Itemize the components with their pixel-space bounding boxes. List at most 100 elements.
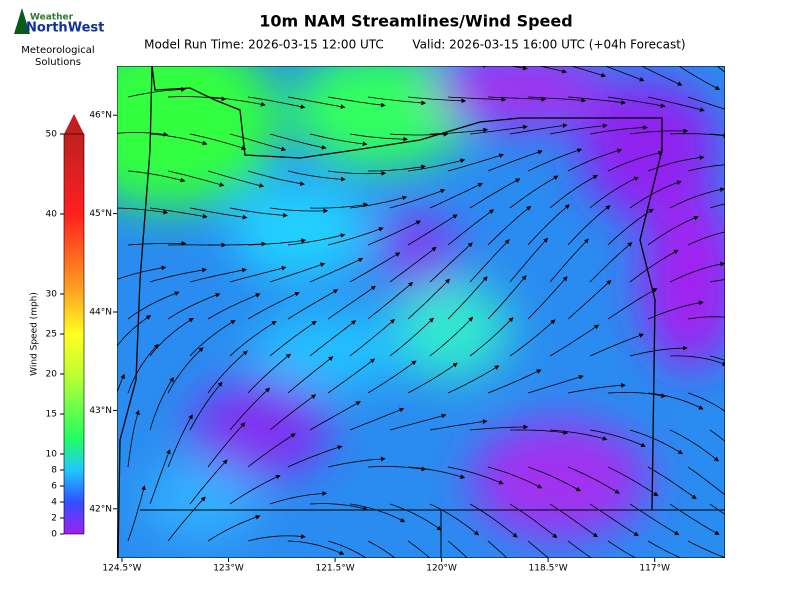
streamline — [447, 540, 468, 558]
streamline — [629, 249, 679, 283]
streamline — [149, 207, 208, 219]
streamline — [389, 503, 442, 531]
streamline — [127, 241, 187, 246]
y-tick-label: 46°N — [89, 111, 112, 121]
streamline — [207, 422, 246, 468]
colorbar-tick-label: 8 — [51, 466, 57, 476]
streamline — [127, 170, 186, 183]
colorbar-tick-label: 0 — [51, 530, 57, 540]
streamline — [287, 445, 343, 468]
x-tick-label: 124.5°W — [102, 564, 141, 574]
streamline — [247, 353, 291, 394]
streamline — [367, 360, 417, 394]
streamline — [549, 503, 598, 538]
colorbar-label: Wind Speed (mph) — [30, 292, 40, 376]
streamline — [429, 183, 483, 209]
logo-brand: NorthWest — [26, 21, 104, 36]
x-tick-label: 121.5°W — [315, 564, 354, 574]
streamline — [469, 124, 528, 135]
map-axes: 124.5°W 123°W 121.5°W 120°W 118.5°W 117°W 46°N… — [89, 111, 670, 574]
streamline — [509, 66, 528, 71]
streamline — [149, 449, 171, 505]
streamline — [247, 534, 306, 542]
y-tick-label: 43°N — [89, 406, 112, 416]
streamline — [607, 391, 667, 399]
streamline — [149, 267, 207, 283]
streamline — [309, 401, 361, 431]
streamline — [629, 128, 689, 135]
streamline — [447, 209, 495, 246]
streamline — [247, 291, 300, 320]
streamline — [728, 319, 780, 339]
streamline — [647, 392, 704, 410]
streamline — [407, 362, 458, 394]
streamline — [309, 320, 357, 357]
streamline — [349, 252, 401, 283]
x-tick-label: 120°W — [426, 564, 457, 574]
streamline — [469, 503, 518, 538]
streamline — [207, 515, 261, 542]
streamline — [189, 459, 228, 505]
streamline — [429, 419, 488, 431]
streamline — [589, 429, 646, 448]
streamline — [207, 170, 265, 188]
streamline — [629, 345, 688, 357]
streamline — [604, 66, 645, 82]
streamline — [509, 175, 559, 209]
colorbar-tick-label: 25 — [46, 330, 57, 340]
streamline — [349, 407, 405, 431]
streamline — [117, 315, 152, 347]
streamline — [487, 369, 542, 394]
streamline — [367, 466, 427, 472]
colorbar-tick-label: 6 — [51, 482, 57, 492]
streamline — [687, 164, 725, 172]
streamline — [407, 214, 458, 246]
y-tick-label: 44°N — [89, 308, 112, 318]
streamline — [327, 456, 386, 468]
streamline — [208, 241, 267, 247]
streamline — [407, 158, 466, 172]
streamline — [287, 170, 346, 182]
streamline — [728, 393, 769, 431]
streamline — [509, 237, 549, 283]
streamline — [310, 60, 366, 61]
streamline — [607, 466, 659, 497]
map — [117, 60, 784, 562]
title: 10m NAM Streamlines/Wind Speed — [259, 12, 572, 31]
streamline — [229, 320, 277, 357]
streamline — [709, 133, 725, 136]
streamline — [567, 205, 611, 246]
streamline — [287, 96, 346, 109]
streamline — [509, 123, 568, 135]
streamline — [309, 257, 364, 283]
streamline — [149, 376, 174, 431]
streamline — [567, 148, 623, 172]
streamline — [549, 429, 608, 441]
streamline — [349, 195, 408, 209]
streamline — [127, 409, 140, 468]
streamline — [189, 267, 247, 283]
streamline — [287, 356, 334, 394]
streamline — [189, 207, 248, 220]
streamline — [390, 60, 446, 64]
streamline — [287, 289, 339, 320]
streamline — [389, 188, 446, 209]
y-tick-label: 42°N — [89, 504, 112, 514]
streamline — [309, 503, 368, 511]
streamline — [117, 373, 125, 395]
streamline — [469, 239, 510, 283]
streamline — [537, 66, 568, 74]
streamline — [527, 96, 587, 103]
streamline — [269, 133, 327, 150]
colorbar-tick-label: 40 — [46, 210, 58, 220]
streamline — [728, 242, 784, 245]
streamline — [567, 279, 612, 320]
streamline — [429, 242, 473, 283]
streamline — [469, 424, 529, 431]
streamline — [287, 233, 346, 246]
streamline — [287, 540, 345, 555]
streamline — [589, 242, 633, 283]
valid-time: Valid: 2026-03-15 16:00 UTC (+04h Foreca… — [412, 38, 685, 52]
streamline — [687, 96, 725, 110]
streamline — [728, 541, 780, 562]
